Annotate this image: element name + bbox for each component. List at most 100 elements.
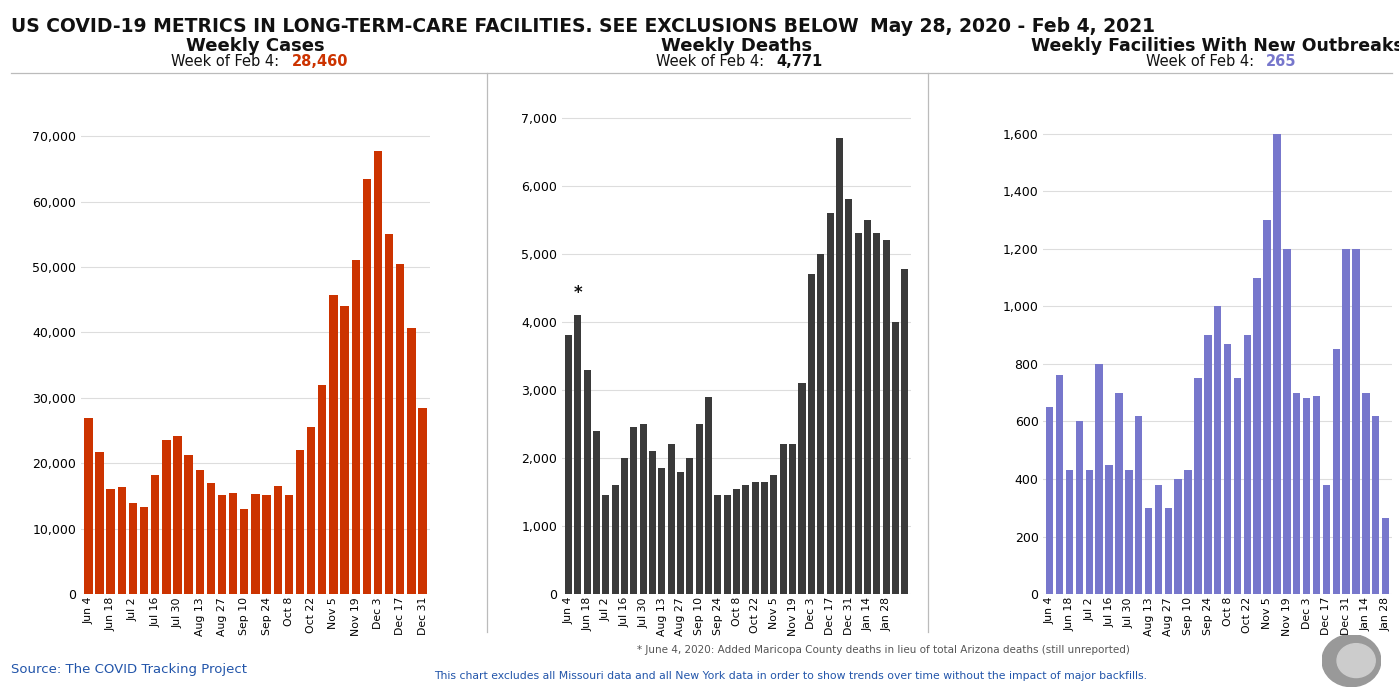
Bar bbox=[285, 495, 292, 594]
Title: Weekly Deaths: Weekly Deaths bbox=[660, 38, 813, 56]
Bar bbox=[1105, 465, 1112, 594]
Bar bbox=[396, 264, 404, 594]
Text: May 28, 2020 - Feb 4, 2021: May 28, 2020 - Feb 4, 2021 bbox=[870, 17, 1156, 36]
Bar bbox=[743, 485, 750, 594]
Bar bbox=[118, 487, 126, 594]
Bar bbox=[751, 482, 758, 594]
Bar bbox=[901, 270, 908, 594]
Bar bbox=[565, 336, 572, 594]
Bar bbox=[574, 315, 581, 594]
Bar bbox=[631, 427, 638, 594]
Bar bbox=[883, 240, 890, 594]
Bar bbox=[1372, 416, 1379, 594]
Bar bbox=[407, 328, 416, 594]
Bar bbox=[151, 475, 159, 594]
Bar bbox=[318, 385, 326, 594]
Bar bbox=[1164, 508, 1172, 594]
Bar bbox=[687, 458, 694, 594]
Bar bbox=[1095, 364, 1102, 594]
Text: 265: 265 bbox=[1266, 54, 1297, 69]
Bar bbox=[667, 444, 674, 594]
Bar bbox=[855, 234, 862, 594]
Bar bbox=[1214, 306, 1221, 594]
Bar bbox=[1086, 471, 1093, 594]
Text: 4,771: 4,771 bbox=[776, 54, 823, 69]
Bar bbox=[1382, 518, 1389, 594]
Text: This chart excludes all Missouri data and all New York data in order to show tre: This chart excludes all Missouri data an… bbox=[434, 671, 1147, 681]
Bar bbox=[865, 220, 872, 594]
Bar bbox=[196, 470, 204, 594]
Bar bbox=[340, 306, 348, 594]
Title: Weekly Cases: Weekly Cases bbox=[186, 38, 325, 56]
Text: Source: The COVID Tracking Project: Source: The COVID Tracking Project bbox=[11, 662, 248, 676]
Text: 28,460: 28,460 bbox=[291, 54, 348, 69]
Bar bbox=[1244, 335, 1251, 594]
Bar bbox=[1185, 471, 1192, 594]
Bar bbox=[1224, 344, 1231, 594]
Bar bbox=[723, 496, 730, 594]
Bar bbox=[779, 444, 786, 594]
Ellipse shape bbox=[1322, 635, 1381, 687]
Bar bbox=[611, 485, 618, 594]
Bar bbox=[593, 431, 600, 594]
Bar bbox=[733, 489, 740, 594]
Bar bbox=[705, 397, 712, 594]
Bar bbox=[1144, 508, 1153, 594]
Bar bbox=[329, 295, 337, 594]
Bar bbox=[1115, 393, 1122, 594]
Bar bbox=[295, 450, 304, 594]
Bar bbox=[1234, 378, 1241, 594]
Ellipse shape bbox=[1337, 644, 1375, 678]
Bar bbox=[1312, 395, 1321, 594]
Bar bbox=[659, 468, 666, 594]
Bar bbox=[893, 322, 900, 594]
Bar bbox=[1353, 249, 1360, 594]
Bar bbox=[1302, 398, 1311, 594]
Bar bbox=[639, 424, 646, 594]
Bar bbox=[263, 496, 271, 594]
Bar bbox=[1056, 375, 1063, 594]
Text: * June 4, 2020: Added Maricopa County deaths in lieu of total Arizona deaths (st: * June 4, 2020: Added Maricopa County de… bbox=[637, 645, 1129, 655]
Bar bbox=[1263, 220, 1270, 594]
Bar bbox=[129, 502, 137, 594]
Bar bbox=[162, 441, 171, 594]
Bar bbox=[715, 496, 722, 594]
Bar bbox=[771, 475, 778, 594]
Bar bbox=[799, 383, 806, 594]
Bar bbox=[873, 234, 880, 594]
Bar bbox=[1135, 416, 1143, 594]
Text: Week of Feb 4:: Week of Feb 4: bbox=[1146, 54, 1258, 69]
Bar bbox=[1273, 133, 1280, 594]
Bar bbox=[1175, 479, 1182, 594]
Bar bbox=[1363, 393, 1370, 594]
Bar bbox=[602, 496, 609, 594]
Bar bbox=[1343, 249, 1350, 594]
Text: Week of Feb 4:: Week of Feb 4: bbox=[171, 54, 284, 69]
Bar bbox=[1293, 393, 1301, 594]
Bar bbox=[1066, 471, 1073, 594]
Bar bbox=[173, 436, 182, 594]
Bar bbox=[385, 234, 393, 594]
Bar bbox=[106, 489, 115, 594]
Bar bbox=[241, 509, 249, 594]
Bar bbox=[140, 507, 148, 594]
Bar bbox=[229, 493, 238, 594]
Bar bbox=[845, 199, 852, 594]
Bar bbox=[761, 482, 768, 594]
Bar bbox=[351, 261, 360, 594]
Bar bbox=[362, 179, 371, 594]
Text: *: * bbox=[574, 284, 582, 302]
Bar bbox=[817, 254, 824, 594]
Bar bbox=[1254, 277, 1260, 594]
Bar bbox=[1154, 485, 1163, 594]
Bar bbox=[1195, 378, 1202, 594]
Bar bbox=[374, 152, 382, 594]
Bar bbox=[1046, 407, 1053, 594]
Bar bbox=[789, 444, 796, 594]
Text: Week of Feb 4:: Week of Feb 4: bbox=[656, 54, 769, 69]
Bar bbox=[583, 370, 590, 594]
Bar bbox=[185, 455, 193, 594]
Bar bbox=[835, 138, 842, 594]
Bar bbox=[306, 427, 315, 594]
Bar bbox=[1076, 421, 1083, 594]
